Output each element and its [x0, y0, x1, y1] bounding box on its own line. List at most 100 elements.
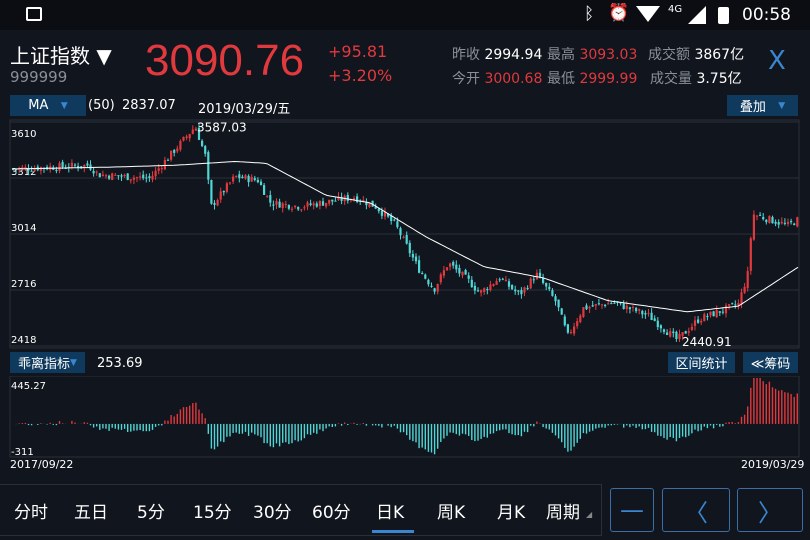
- stat-label: 昨收: [452, 47, 480, 63]
- tab-7[interactable]: 周K: [437, 503, 466, 523]
- candle-body: [191, 129, 194, 134]
- candle-body: [594, 304, 597, 306]
- dropdown-icon: ▼: [70, 357, 77, 368]
- candle-body: [563, 316, 566, 326]
- candle-body: [585, 305, 588, 310]
- candle-body: [672, 331, 675, 334]
- stat-label: 最低: [547, 71, 575, 87]
- candle-body: [430, 285, 433, 287]
- candle-body: [390, 215, 393, 222]
- stat-1: 最高 3093.03: [547, 44, 637, 64]
- ma-label: MA: [28, 98, 49, 113]
- candle-body: [160, 168, 163, 170]
- candle-body: [253, 178, 256, 181]
- range-stats-button[interactable]: 区间统计: [668, 352, 735, 373]
- stock-name: 上证指数: [10, 44, 90, 68]
- tab-3[interactable]: 15分: [193, 503, 232, 523]
- candle-body: [374, 206, 377, 209]
- high-price-label: 3587.03: [197, 120, 247, 134]
- candle-body: [83, 164, 86, 168]
- low-price-label: 2440.91: [682, 335, 732, 349]
- sub-indicator-select[interactable]: 乖离指标 ▼: [10, 352, 85, 373]
- candle-body: [58, 163, 61, 171]
- candle-body: [783, 222, 786, 224]
- candle-body: [759, 214, 762, 216]
- candle-body: [442, 270, 445, 276]
- overlay-button[interactable]: 叠加 ▼: [727, 95, 798, 116]
- stock-code: 999999: [10, 68, 68, 86]
- candle-body: [157, 168, 160, 171]
- tab-4[interactable]: 30分: [253, 503, 292, 523]
- candle-body: [659, 325, 662, 329]
- candle-body: [647, 312, 650, 314]
- candle-body: [238, 174, 241, 179]
- stat-value: 3000.68: [484, 71, 543, 87]
- ma-indicator-select[interactable]: MA ▼: [10, 95, 86, 116]
- candle-body: [170, 150, 173, 160]
- candle-body: [176, 148, 179, 152]
- chips-button[interactable]: ≪筹码: [743, 352, 798, 373]
- close-button[interactable]: X: [768, 46, 786, 76]
- candle-body: [501, 278, 504, 280]
- candle-body: [207, 152, 210, 180]
- candle-body: [486, 288, 489, 291]
- kline-chart[interactable]: 3610 3312 3014 2716 2418 3587.03 2440.91: [0, 118, 810, 350]
- candle-body: [737, 302, 740, 307]
- candle-body: [492, 284, 495, 286]
- candle-body: [740, 292, 743, 305]
- candle-body: [476, 290, 480, 292]
- sub-y-min: -311: [11, 447, 34, 458]
- y-tick-label: 2418: [11, 335, 36, 346]
- sub-y-max: 445.27: [11, 381, 46, 392]
- candle-body: [219, 191, 222, 200]
- candle-body: [201, 140, 204, 147]
- candle-body: [328, 199, 331, 204]
- stock-selector[interactable]: 上证指数 ▼: [10, 40, 112, 69]
- candle-body: [703, 314, 706, 322]
- candle-body: [641, 310, 644, 315]
- status-bar: ᛒ ⏰ 4G 00:58: [0, 0, 810, 30]
- candle-body: [656, 320, 659, 328]
- candle-body: [297, 207, 300, 210]
- cursor-date: 2019/03/29/五: [198, 102, 291, 117]
- candle-body: [306, 202, 309, 207]
- tab-1[interactable]: 五日: [74, 503, 108, 523]
- candle-body: [678, 334, 681, 340]
- period-tab-bar: [0, 484, 602, 536]
- candle-body: [104, 175, 108, 177]
- tab-6[interactable]: 日K: [376, 503, 405, 523]
- candle-body: [368, 202, 371, 207]
- candle-body: [436, 283, 439, 292]
- tab-8[interactable]: 月K: [497, 503, 526, 523]
- candle-body: [774, 221, 777, 224]
- candle-body: [638, 309, 641, 311]
- candle-body: [30, 170, 33, 172]
- candle-body: [470, 279, 473, 288]
- zoom-out-button[interactable]: —: [610, 488, 654, 532]
- tab-0[interactable]: 分时: [14, 503, 48, 523]
- sub-indicator-label: 乖离指标: [18, 357, 71, 372]
- candle-body: [449, 263, 452, 267]
- scroll-left-button[interactable]: 〈: [662, 488, 730, 532]
- price-change-pct: +3.20%: [328, 66, 393, 85]
- candle-body: [27, 168, 30, 171]
- candle-body: [480, 290, 483, 293]
- candle-body: [495, 280, 498, 285]
- candle-body: [393, 219, 396, 221]
- candle-body: [768, 215, 771, 223]
- candle-body: [213, 202, 216, 205]
- candle-body: [352, 198, 356, 201]
- candle-body: [33, 168, 36, 171]
- candle-body: [194, 128, 197, 131]
- tab-2[interactable]: 5分: [137, 503, 165, 523]
- candle-body: [204, 146, 207, 154]
- candle-body: [179, 140, 182, 150]
- candle-body: [706, 316, 709, 318]
- tab-9[interactable]: 周期: [546, 503, 580, 523]
- candle-body: [545, 282, 548, 287]
- end-date: 2019/03/29: [741, 458, 805, 471]
- candle-body: [185, 136, 188, 138]
- candle-body: [365, 201, 368, 206]
- tab-5[interactable]: 60分: [312, 503, 351, 523]
- scroll-right-button[interactable]: 〉: [737, 488, 803, 532]
